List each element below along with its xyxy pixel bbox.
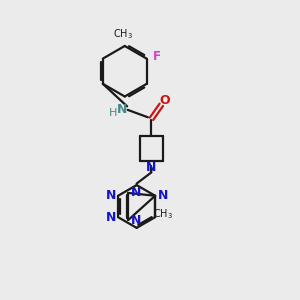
Text: CH$_3$: CH$_3$ [113,27,133,40]
Text: F: F [153,50,161,63]
Text: H: H [109,108,118,118]
Text: N: N [130,214,141,226]
Text: N: N [106,211,117,224]
Text: N: N [158,189,168,202]
Text: N: N [130,186,141,200]
Text: N: N [106,189,117,202]
Text: N: N [117,103,127,116]
Text: O: O [160,94,170,107]
Text: CH$_3$: CH$_3$ [154,207,173,221]
Text: N: N [146,161,157,174]
